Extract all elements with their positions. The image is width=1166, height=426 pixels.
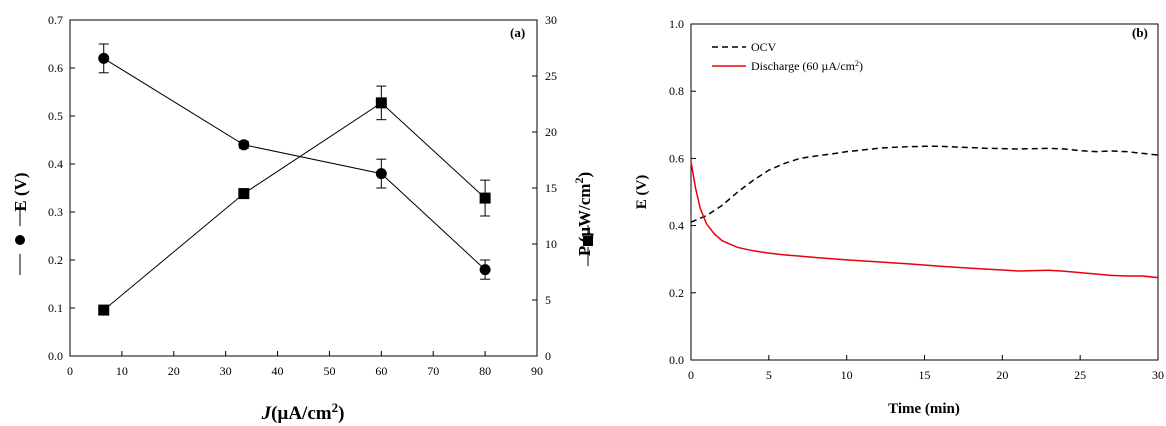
panel-a-circle-point	[375, 168, 387, 180]
panel-a-left-y-ticks: 0.0 0.1 0.2 0.3 0.4 0.5 0.6 0.7	[48, 13, 75, 363]
panel-a-square-point	[479, 192, 491, 204]
panel-a-right-y-tick-label: 15	[545, 181, 557, 195]
panel-b-x-tick-label: 5	[766, 368, 772, 382]
legend-discharge-sup: 2	[855, 59, 859, 68]
panel-a-x-tick-label: 30	[220, 364, 232, 378]
panel-a-x-tick-label: 50	[323, 364, 335, 378]
panel-a-left-y-tick-label: 0.0	[48, 349, 63, 363]
panel-b-y-tick-label: 0.6	[669, 151, 684, 165]
panel-b-y-tick-label: 1.0	[669, 17, 684, 31]
panel-a-left-ylabel-group: E (V)	[11, 172, 30, 275]
legend-discharge-main: Discharge (60 µA/cm	[751, 59, 856, 73]
panel-a-square-point	[238, 188, 250, 200]
panel-a-label: (a)	[510, 25, 525, 40]
panel-a-right-legend-marker	[583, 236, 593, 246]
panel-a-series	[98, 43, 491, 316]
panel-a-left-y-tick-label: 0.3	[48, 205, 63, 219]
panel-a-left-y-tick-label: 0.7	[48, 13, 63, 27]
panel-b-label: (b)	[1132, 25, 1148, 40]
panel-a-left-y-tick-label: 0.6	[48, 61, 63, 75]
panel-a-x-tick-label: 0	[67, 364, 73, 378]
panel-a-square-point	[98, 304, 110, 316]
panel-a-right-y-ticks: 0 5 10 15 20 25 30	[532, 13, 557, 363]
ocv-series-line	[690, 145, 1159, 223]
panel-a-right-y-tick-label: 25	[545, 69, 557, 83]
panel-b-xlabel: Time (min)	[888, 401, 960, 417]
panel-a-right-y-tick-label: 20	[545, 125, 557, 139]
panel-a-right-y-tick-label: 10	[545, 237, 557, 251]
panel-a-left-legend-marker	[15, 235, 25, 245]
panel-b-y-ticks: 0.0 0.2 0.4 0.6 0.8 1.0	[669, 17, 696, 367]
panel-a-x-tick-label: 90	[531, 364, 543, 378]
panel-a-xlabel-sup: 2	[332, 400, 339, 415]
panel-a-x-tick-label: 80	[479, 364, 491, 378]
panel-b-x-tick-label: 25	[1074, 368, 1086, 382]
panel-a-square-point	[375, 97, 387, 109]
panel-a-right-ylabel-group: P (µW/cm2)	[572, 172, 594, 266]
panel-a-x-tick-label: 40	[272, 364, 284, 378]
panel-b-x-ticks: 0 5 10 15 20 25 30	[688, 355, 1164, 382]
legend-ocv-label: OCV	[751, 40, 777, 54]
panel-b-legend: OCV Discharge (60 µA/cm2)	[712, 40, 863, 73]
panel-b-y-tick-label: 0.2	[669, 286, 684, 300]
panel-a-x-tick-label: 10	[116, 364, 128, 378]
panel-a-xlabel-unit: (µA/cm	[271, 403, 332, 424]
panel-b-ylabel: E (V)	[634, 175, 650, 210]
panel-a-left-y-tick-label: 0.2	[48, 253, 63, 267]
panel-b-y-tick-label: 0.8	[669, 84, 684, 98]
panel-a-left-y-tick-label: 0.4	[48, 157, 63, 171]
panel-a-xlabel-close: )	[338, 403, 344, 424]
panel-a-xlabel: J(µA/cm2)	[261, 400, 345, 425]
panel-b: 0 5 10 15 20 25 30 0.0 0.2 0.4 0.6 0.8 1.0 (b) Time…	[634, 17, 1164, 417]
panel-a-frame	[69, 19, 538, 357]
panel-b-x-tick-label: 10	[841, 368, 853, 382]
panel-a-series-square-line	[103, 102, 486, 311]
panel-a-right-y-tick-label: 30	[545, 13, 557, 27]
panel-a-x-tick-label: 70	[427, 364, 439, 378]
panel-b-x-tick-label: 30	[1152, 368, 1164, 382]
panel-b-x-tick-label: 15	[919, 368, 931, 382]
panel-b-x-tick-label: 20	[996, 368, 1008, 382]
panel-b-series	[690, 145, 1159, 279]
legend-discharge-label: Discharge (60 µA/cm2)	[751, 59, 863, 74]
panel-a-circle-point	[238, 139, 250, 151]
panel-a-left-y-tick-label: 0.1	[48, 301, 63, 315]
panel-b-frame	[690, 23, 1159, 361]
panel-a: 0 10 20 30 40 50 60 70 80 90 0.00.10.20.30.40.50.…	[11, 13, 594, 424]
panel-b-y-tick-label: 0.0	[669, 353, 684, 367]
panel-a-series-circle-line	[103, 57, 486, 270]
panel-a-right-y-tick-label: 5	[545, 293, 551, 307]
panel-a-x-ticks: 0 10 20 30 40 50 60 70 80 90	[67, 351, 543, 378]
panel-a-circle-point	[98, 52, 110, 64]
panel-a-right-y-tick-label: 0	[545, 349, 551, 363]
panel-a-circle-point	[479, 264, 491, 276]
panel-b-x-tick-label: 0	[688, 368, 694, 382]
panel-b-y-tick-label: 0.4	[669, 219, 684, 233]
discharge-series-line	[690, 161, 1159, 279]
panel-a-right-ylabel-close: )	[575, 172, 594, 178]
panel-a-x-tick-label: 60	[375, 364, 387, 378]
panel-a-right-ylabel-sup: 2	[572, 178, 586, 184]
legend-discharge-close: )	[859, 59, 863, 73]
panel-a-x-tick-label: 20	[168, 364, 180, 378]
panel-a-left-ylabel: E (V)	[11, 172, 30, 211]
panel-a-xlabel-symbol: J	[261, 403, 272, 424]
panel-a-left-y-tick-label: 0.5	[48, 109, 63, 123]
